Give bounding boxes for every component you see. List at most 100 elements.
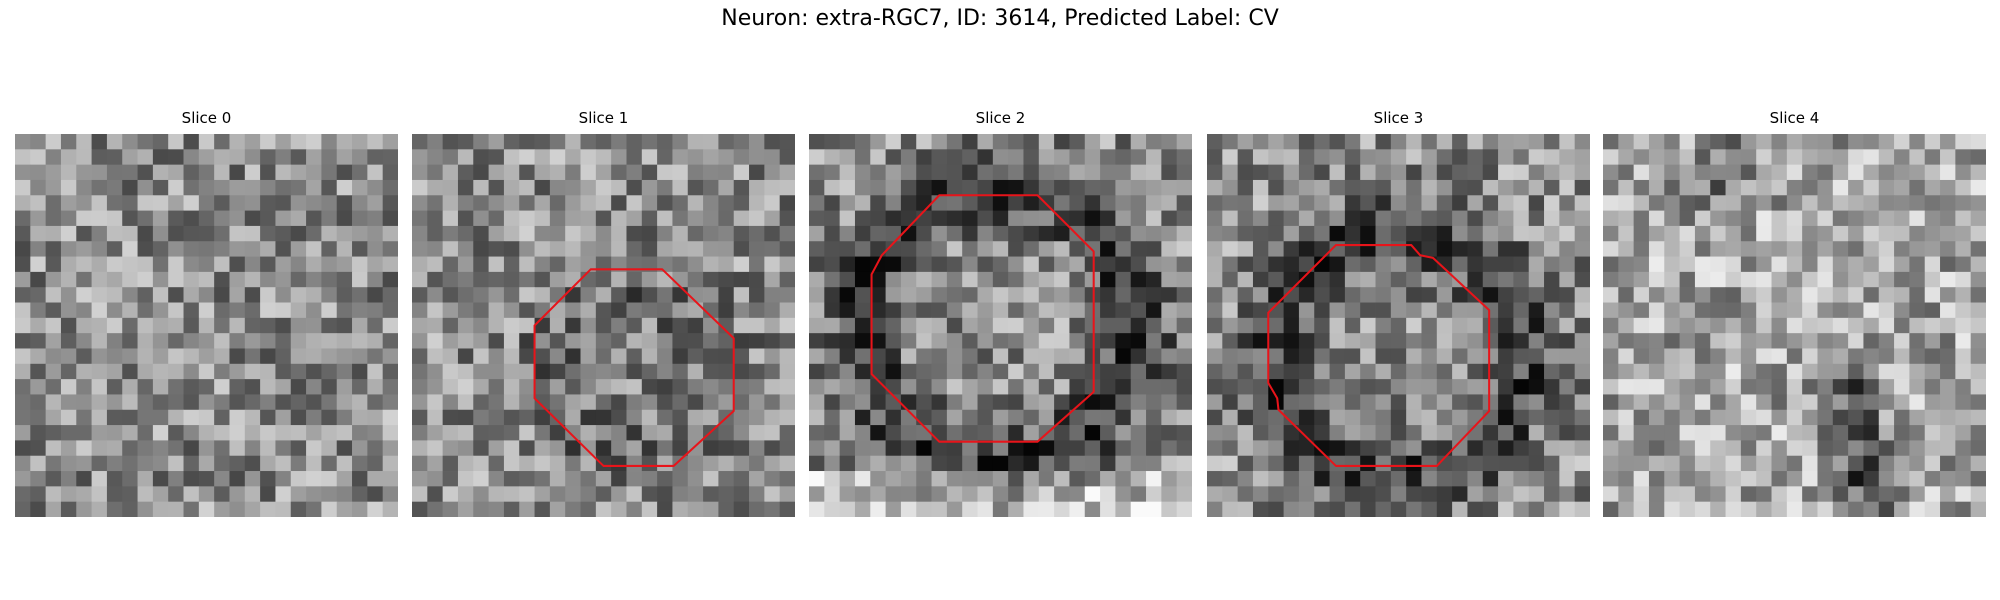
pixel [1955, 179, 1972, 196]
pixel [962, 394, 978, 411]
pixel [1421, 348, 1438, 365]
pixel [1878, 348, 1895, 365]
pixel [1528, 471, 1545, 487]
pixel [626, 287, 643, 303]
pixel [488, 195, 505, 211]
pixel [1924, 256, 1941, 273]
pixel [1544, 455, 1560, 472]
pixel [1222, 501, 1239, 517]
pixel [946, 210, 963, 227]
pixel [1878, 486, 1895, 503]
pixel [1740, 363, 1757, 380]
pixel [1740, 149, 1757, 166]
pixel [244, 302, 261, 319]
pixel [1832, 271, 1849, 288]
pixel [1802, 179, 1818, 196]
pixel [1344, 241, 1361, 257]
pixel [1924, 210, 1941, 227]
pixel [1802, 486, 1818, 503]
pixel [1084, 271, 1101, 288]
pixel [962, 302, 978, 319]
pixel [1648, 379, 1665, 395]
pixel [168, 210, 184, 227]
roi-outline [870, 194, 1095, 443]
pixel [1725, 134, 1742, 150]
pixel [854, 425, 871, 441]
pixel [1603, 379, 1619, 395]
pixel [30, 225, 47, 242]
pixel [931, 164, 948, 181]
pixel [1955, 271, 1972, 288]
pixel [1452, 379, 1468, 395]
pixel [779, 471, 795, 487]
pixel [1710, 317, 1726, 334]
pixel [1574, 134, 1590, 150]
pixel [1100, 486, 1116, 503]
pixel [1023, 348, 1040, 365]
pixel [687, 394, 704, 411]
pixel [992, 363, 1009, 380]
pixel [1894, 440, 1910, 457]
pixel [1069, 317, 1086, 334]
pixel [321, 501, 338, 517]
pixel [1603, 287, 1619, 303]
pixel [565, 348, 581, 365]
pixel [1725, 440, 1742, 457]
pixel [45, 425, 62, 441]
pixel [15, 149, 31, 166]
pixel [1452, 241, 1468, 257]
pixel [1252, 486, 1269, 503]
pixel [1207, 149, 1223, 166]
pixel [122, 486, 138, 503]
pixel [1603, 425, 1619, 441]
pixel [565, 302, 581, 319]
pixel [1498, 256, 1514, 273]
pixel [1924, 302, 1941, 319]
pixel [1176, 333, 1192, 349]
pixel [1344, 256, 1361, 273]
pixel [1679, 302, 1696, 319]
pixel [992, 287, 1009, 303]
pixel [260, 256, 276, 273]
pixel [1008, 149, 1024, 166]
pixel [718, 501, 735, 517]
pixel [137, 425, 154, 441]
pixel [412, 271, 428, 288]
pixel [1970, 164, 1986, 181]
pixel [260, 501, 276, 517]
pixel [1252, 409, 1269, 426]
pixel [854, 333, 871, 349]
pixel [1207, 225, 1223, 242]
pixel [565, 471, 581, 487]
pixel [1222, 225, 1239, 242]
pixel [122, 241, 138, 257]
pixel [839, 455, 856, 472]
pixel [946, 256, 963, 273]
pixel [1725, 394, 1742, 411]
pixel [1725, 348, 1742, 365]
pixel [534, 195, 551, 211]
pixel [992, 379, 1009, 395]
pixel [839, 348, 856, 365]
pixel [1237, 225, 1254, 242]
pixel [1664, 287, 1680, 303]
pixel [106, 471, 123, 487]
pixel [352, 333, 368, 349]
pixel [749, 164, 765, 181]
pixel [382, 440, 398, 457]
pixel [306, 179, 322, 196]
pixel [1771, 241, 1788, 257]
pixel [473, 333, 489, 349]
pixel [611, 455, 627, 472]
pixel [1084, 134, 1101, 150]
pixel [229, 317, 246, 334]
pixel [1756, 256, 1772, 273]
pixel [1421, 134, 1438, 150]
pixel [1940, 501, 1956, 517]
pixel [595, 287, 612, 303]
pixel [382, 394, 398, 411]
pixel [1222, 440, 1239, 457]
pixel [30, 501, 47, 517]
pixel [1725, 302, 1742, 319]
pixel [1268, 287, 1284, 303]
